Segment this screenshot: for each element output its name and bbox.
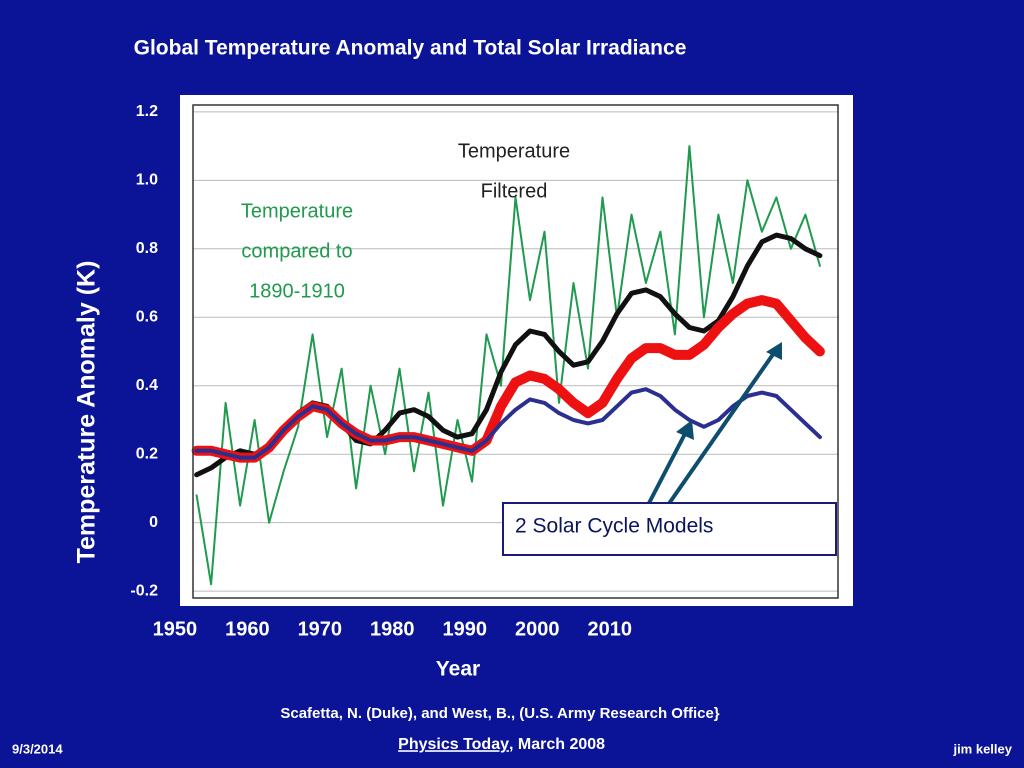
arrow: [666, 348, 778, 507]
x-tick-label: 2010: [587, 618, 632, 640]
y-axis-label: Temperature Anomaly (K): [73, 261, 101, 564]
x-tick-label: 1990: [443, 618, 488, 640]
y-tick-label: 0.8: [136, 240, 158, 257]
arrowhead: [766, 342, 782, 360]
y-tick-label: 0.2: [136, 445, 158, 462]
x-tick-label: 1970: [298, 618, 343, 640]
x-tick-label: 2000: [515, 618, 560, 640]
arrowhead: [676, 420, 694, 440]
plot-frame: [192, 104, 839, 599]
y-tick-label: 0: [149, 514, 158, 531]
y-tick-label: 1.0: [136, 172, 158, 189]
x-axis-label: Year: [436, 658, 480, 681]
citation: Scafetta, N. (Duke), and West, B., (U.S.…: [280, 705, 719, 722]
y-tick-label: -0.2: [130, 582, 158, 599]
author: jim kelley: [952, 741, 1012, 756]
series-line: [194, 387, 822, 460]
annotation: Temperature: [458, 140, 570, 162]
x-tick-label: 1960: [225, 618, 270, 640]
annotation: 2 Solar Cycle Models: [515, 515, 713, 538]
annotation: compared to: [241, 240, 352, 262]
annotation-box: [502, 502, 837, 556]
annotation: Filtered: [481, 180, 548, 202]
y-tick-label: 1.2: [136, 103, 158, 120]
plot: [191, 111, 838, 592]
overlay: 2 Solar Cycle Models: [502, 342, 837, 556]
x-tick-label: 1950: [153, 618, 198, 640]
y-tick-label: 0.4: [136, 377, 158, 394]
journal: Physics Today: [398, 736, 509, 753]
annotation: 1890-1910: [249, 280, 345, 302]
journal-date: , March 2008: [509, 736, 605, 753]
arrow: [646, 427, 690, 506]
annotation: Temperature: [241, 200, 353, 222]
y-tick-label: 0.6: [136, 308, 158, 325]
slide-date: 9/3/2014: [12, 741, 63, 756]
chart-title: Global Temperature Anomaly and Total Sol…: [134, 37, 687, 60]
x-tick-label: 1980: [370, 618, 415, 640]
